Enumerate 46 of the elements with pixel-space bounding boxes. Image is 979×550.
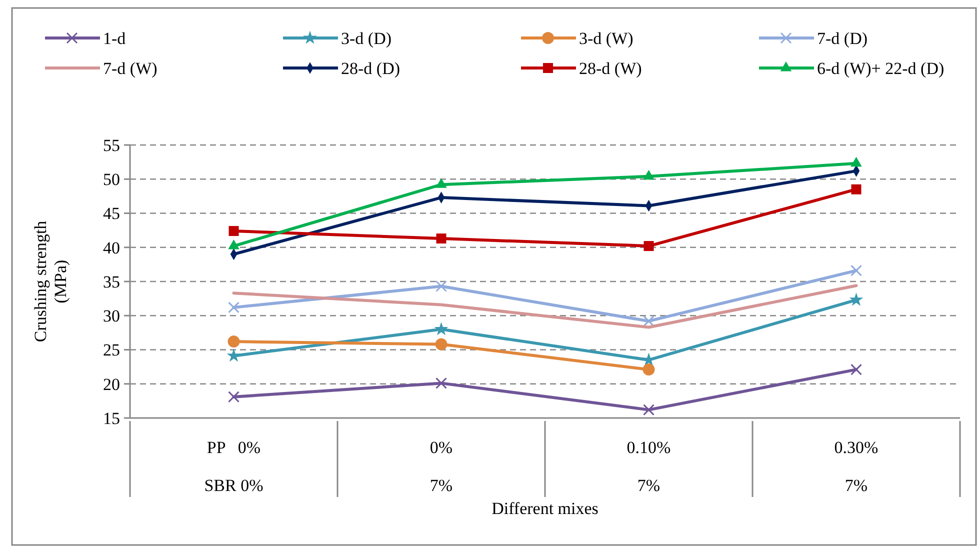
line-series [232,284,858,329]
point [850,364,862,376]
point [849,292,864,306]
y-tick-label: 30 [103,306,120,326]
point [226,348,241,362]
x-tick-label: 0% 7% [430,438,453,495]
point [436,280,447,292]
point [850,264,862,276]
y-tick-label: 35 [103,272,120,292]
y-tick-label: 20 [103,374,120,394]
point [228,336,240,348]
point [228,391,240,403]
legend-label: 3-d (W) [579,28,634,48]
legend-label: 1-d [103,28,126,48]
point [228,226,239,236]
y-tick-label: 45 [103,204,120,224]
point [434,322,448,336]
y-tick-label: 25 [103,340,120,360]
point [436,178,447,188]
y-tick-label: 55 [103,136,120,155]
legend-label: 3-d (D) [341,28,392,48]
point [851,184,862,194]
point [228,240,240,250]
legend-label: 28-d (W) [579,58,642,78]
y-tick-label: 40 [103,238,120,258]
point [435,338,448,350]
point [643,404,654,416]
x-tick-label: PP 0% SBR 0% [204,438,264,495]
y-tick-label: 50 [103,170,120,190]
x-tick-label: 0.10% 7% [626,438,671,495]
legend-label: 7-d (W) [103,58,158,78]
y-tick-label: 15 [103,408,120,428]
point [436,377,447,389]
legend-label: 7-d (D) [817,28,868,48]
point [644,241,654,252]
point [850,156,862,167]
x-tick-label: 0.30% 7% [834,438,878,495]
point [436,234,446,244]
point [228,302,240,314]
point [643,315,654,327]
point [642,364,655,376]
legend-label: 28-d (D) [341,58,400,78]
y-axis-title: Crushing strength (MPa) [31,220,70,342]
x-axis-title: Different mixes [492,499,598,518]
legend-label: 6-d (W)+ 22-d (D) [817,58,944,78]
point [643,170,654,180]
